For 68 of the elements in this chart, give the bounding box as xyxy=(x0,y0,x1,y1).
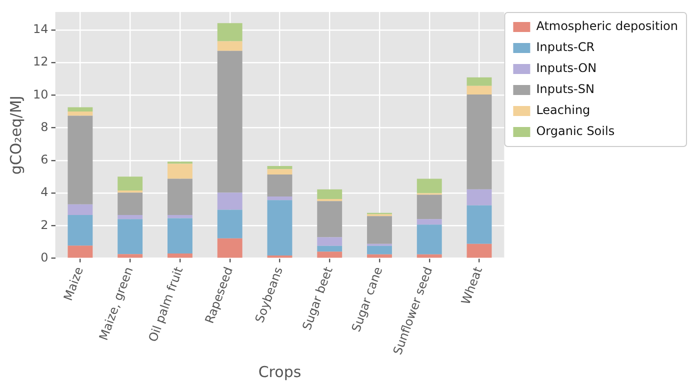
bar xyxy=(267,169,292,174)
bar xyxy=(118,192,143,215)
legend-label: Inputs-CR xyxy=(536,40,595,54)
bar xyxy=(217,23,242,42)
bar xyxy=(68,112,93,116)
bar xyxy=(168,253,192,258)
bar xyxy=(217,192,242,210)
y-tick-label: 10 xyxy=(32,87,48,102)
bar xyxy=(317,201,342,238)
bar xyxy=(168,214,192,218)
bar xyxy=(367,216,392,244)
bar xyxy=(68,116,93,204)
bar xyxy=(118,176,143,190)
bar xyxy=(217,210,242,238)
x-tick-label: Oil palm fruit xyxy=(146,264,186,344)
bar xyxy=(317,198,342,202)
y-tick-label: 6 xyxy=(40,152,48,167)
bar xyxy=(267,196,292,200)
bar xyxy=(118,190,143,193)
y-tick-label: 0 xyxy=(40,250,48,264)
bar xyxy=(317,246,342,252)
y-tick-label: 12 xyxy=(32,54,48,69)
x-tick-label: Sugar beet xyxy=(300,264,336,332)
x-tick-label: Sugar cane xyxy=(348,265,386,334)
bar xyxy=(118,214,143,220)
bar xyxy=(416,178,442,194)
bar xyxy=(466,86,492,95)
bar xyxy=(367,246,392,254)
legend-label: Leaching xyxy=(536,103,590,118)
legend-label: Organic Soils xyxy=(536,124,615,138)
x-axis-title: Crops xyxy=(258,362,302,381)
bar xyxy=(367,254,392,258)
bar xyxy=(118,254,143,258)
legend-label: Atmospheric deposition xyxy=(536,19,678,34)
bar xyxy=(267,166,292,170)
y-tick-label: 8 xyxy=(40,120,48,134)
bar xyxy=(416,254,442,258)
bar xyxy=(466,244,492,258)
bar xyxy=(267,200,292,256)
bar xyxy=(317,237,342,246)
bar xyxy=(416,224,442,254)
bar xyxy=(168,178,192,215)
bar xyxy=(317,252,342,258)
bar xyxy=(466,205,492,244)
bar xyxy=(168,164,192,179)
bar xyxy=(68,204,93,215)
bar xyxy=(466,77,492,86)
bar xyxy=(68,214,93,246)
bar xyxy=(217,50,242,193)
bar xyxy=(217,41,242,51)
y-axis-title: gCO₂eq/MJ xyxy=(6,96,25,175)
legend-label: Inputs-ON xyxy=(536,61,597,76)
y-tick-label: 2 xyxy=(40,218,48,232)
y-tick-label: 14 xyxy=(32,22,48,36)
bar xyxy=(267,174,292,197)
bar xyxy=(118,219,143,254)
bar xyxy=(466,94,492,190)
y-tick-label: 4 xyxy=(40,185,48,200)
legend-label: Inputs-SN xyxy=(536,82,594,96)
bar xyxy=(416,219,442,225)
bar xyxy=(68,246,93,258)
bar xyxy=(466,189,492,206)
bar xyxy=(416,194,442,220)
x-tick-label: Maize xyxy=(60,265,86,302)
bar xyxy=(168,218,192,254)
bar xyxy=(217,238,242,258)
bar xyxy=(68,107,93,112)
bar xyxy=(317,189,342,199)
